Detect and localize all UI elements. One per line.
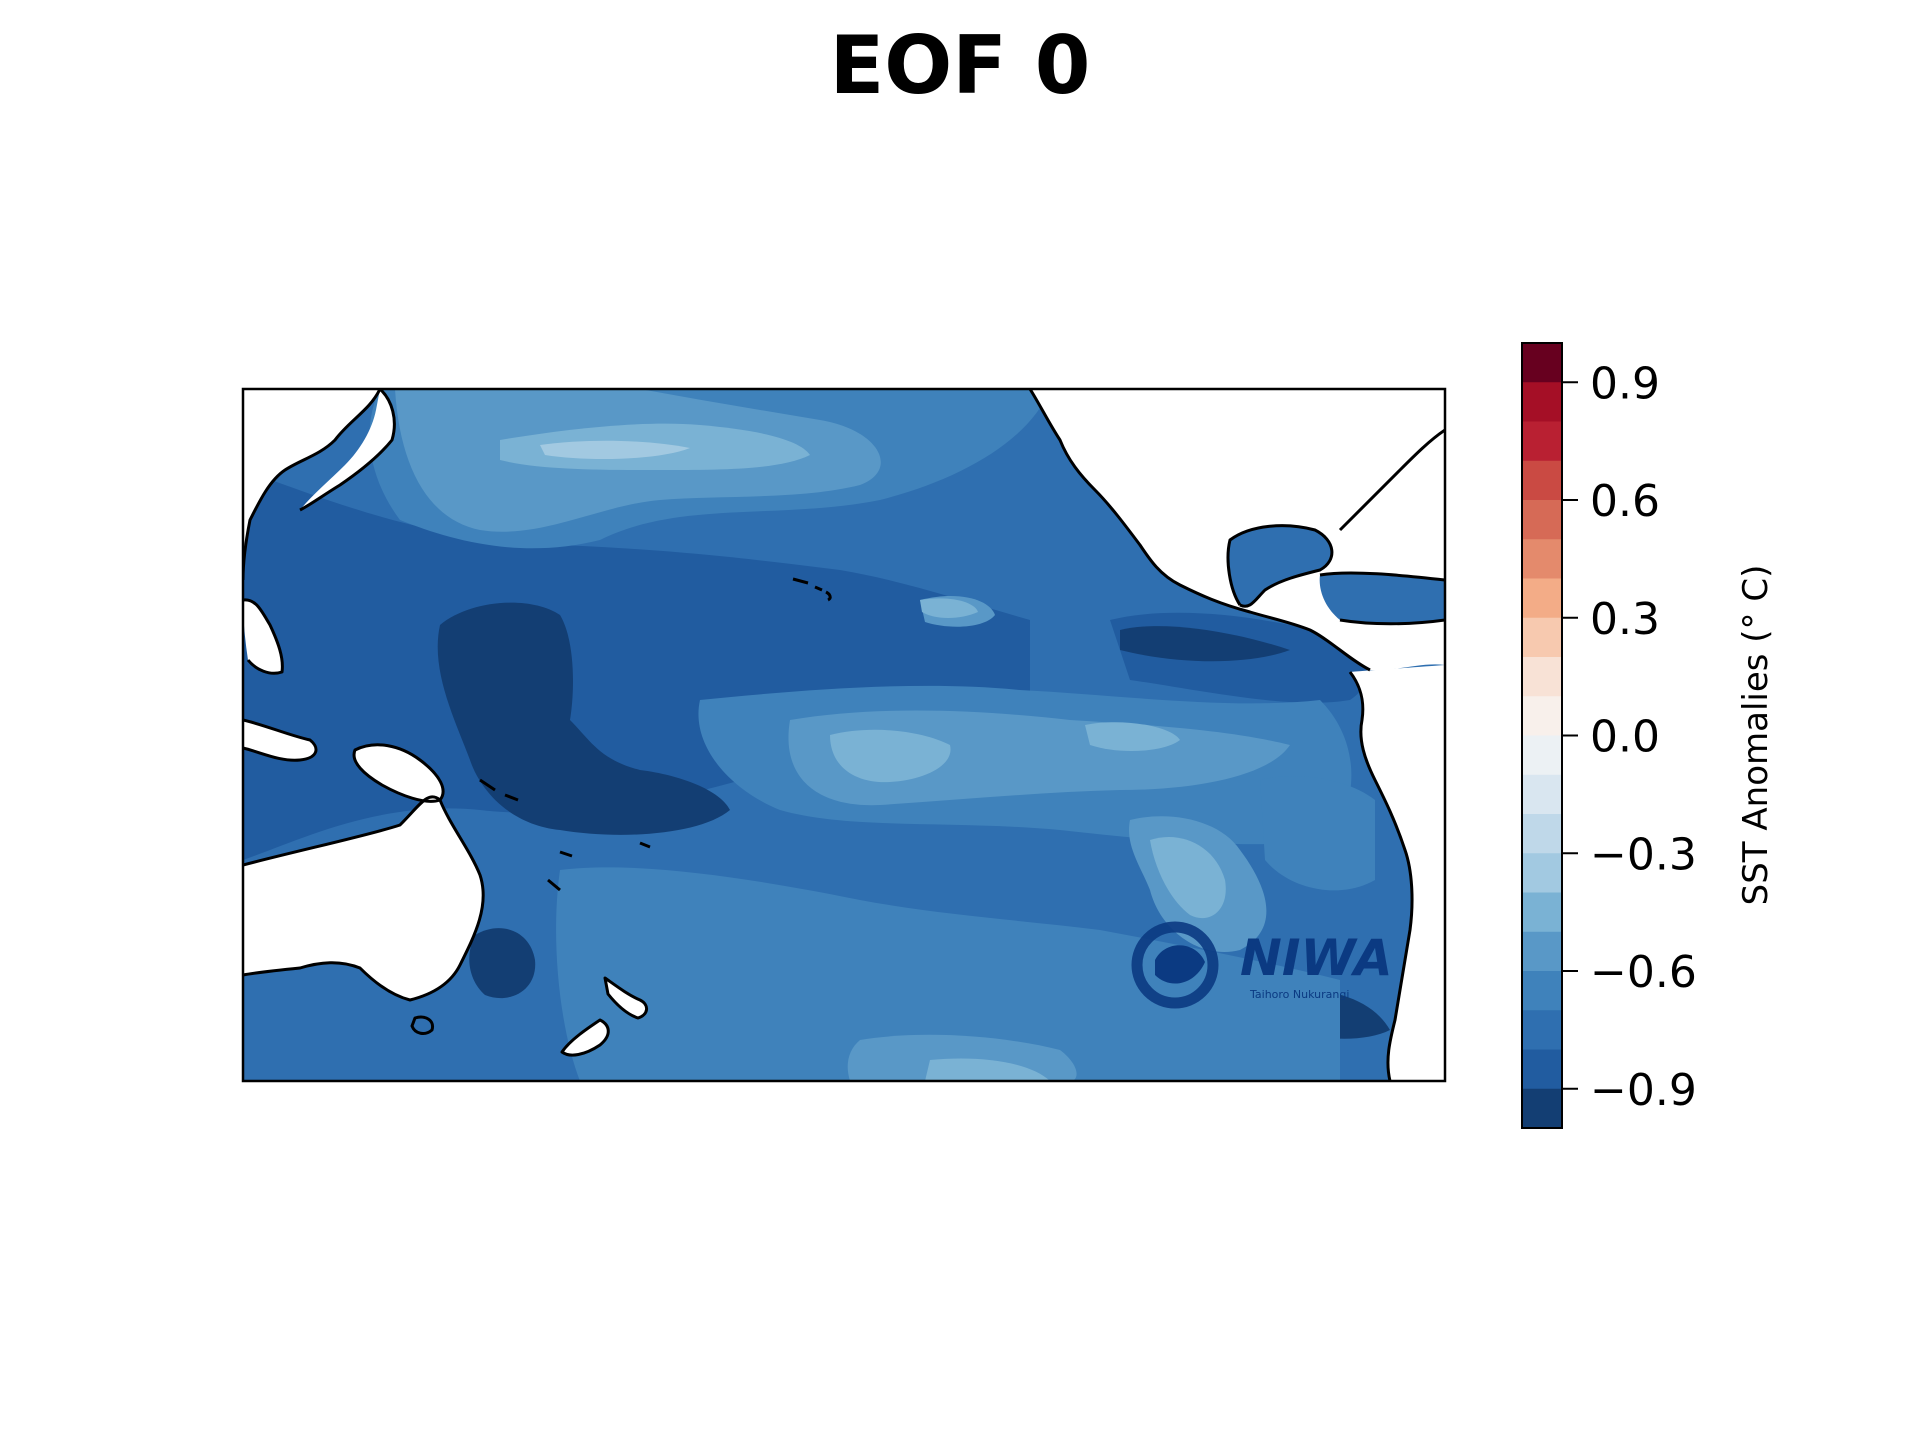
land-masses	[243, 389, 1445, 1081]
sst-anomaly-field	[243, 389, 1390, 1081]
coastline-southeast-asia	[243, 598, 284, 675]
colorbar-level	[1522, 460, 1562, 501]
coastline-gulf-of-mexico	[1226, 524, 1334, 608]
coastline-asia	[243, 389, 382, 581]
map-area	[243, 389, 1445, 1081]
map-frame	[241, 387, 1447, 1083]
colorbar-level	[1522, 1010, 1562, 1051]
land-new-guinea	[354, 744, 444, 802]
colorbar-tick-label: −0.3	[1590, 829, 1697, 880]
anomaly-region-palest-north	[540, 440, 690, 460]
anomaly-region-faint-equator-east	[1085, 722, 1180, 752]
land-asia-northwest	[243, 389, 380, 580]
coastline-indonesia	[243, 718, 318, 762]
coastlines	[243, 389, 1445, 1081]
anomaly-region-faint-south	[925, 1058, 1050, 1081]
colorbar-level	[1522, 814, 1562, 854]
coastline-new-zealand-south	[560, 1018, 610, 1057]
colorbar-level	[1522, 500, 1562, 540]
coastline-australia	[243, 795, 485, 1002]
anomaly-region-faint-north-central	[920, 598, 978, 618]
coastline-south-america	[1348, 671, 1414, 1081]
anomaly-region-darkest-core	[437, 602, 730, 835]
anomaly-region-dark-east	[1120, 626, 1290, 662]
niwa-logo-text: NIWA	[1240, 929, 1393, 987]
colorbar-levels	[1522, 343, 1562, 1129]
colorbar-label: SST Anomalies (° C)	[1736, 565, 1776, 906]
colorbar-tick-label: 0.3	[1590, 594, 1660, 645]
land-indonesia	[243, 720, 316, 761]
colorbar-level	[1522, 774, 1562, 815]
colorbar-tick-label: −0.9	[1590, 1065, 1697, 1116]
coastline-hawaii	[792, 577, 832, 602]
colorbar-level	[1522, 735, 1562, 776]
niwa-swirl-icon	[1131, 921, 1219, 1009]
anomaly-region-moderate-coastal	[1260, 776, 1375, 891]
colorbar-level	[1522, 1088, 1562, 1129]
colorbar-level	[1522, 343, 1562, 383]
anomaly-region-faint-equator-west	[830, 729, 951, 783]
colorbar-level	[1522, 931, 1562, 972]
land-south-america	[1350, 665, 1445, 1081]
coastline-pacific-islands	[479, 778, 651, 892]
caribbean-sea	[1319, 572, 1445, 624]
anomaly-region-deep-west	[243, 470, 1030, 860]
coastline-caribbean	[1319, 571, 1445, 626]
anomaly-region-faint-southeast	[1150, 836, 1226, 919]
colorbar-level	[1522, 853, 1562, 894]
colorbar-level	[1522, 971, 1562, 1011]
colorbar: 0.9 0.6 0.3 0.0 −0.3 −0.6 −0.9 SST Anomalies (…	[1521, 342, 1776, 1129]
colorbar-tick-label: 0.9	[1590, 358, 1660, 409]
land-new-zealand-north	[605, 978, 647, 1018]
coastline-japan	[299, 389, 396, 512]
anomaly-region-moderate-south	[556, 867, 1340, 1081]
anomaly-region-dark-south	[469, 928, 536, 999]
colorbar-tick-label: 0.6	[1590, 476, 1660, 527]
colorbar-ticks: 0.9 0.6 0.3 0.0 −0.3 −0.6 −0.9	[1562, 358, 1697, 1116]
colorbar-level	[1522, 382, 1562, 423]
niwa-logo: NIWA Taihoro Nukurangi	[1131, 921, 1393, 1009]
colorbar-level	[1522, 1049, 1562, 1090]
colorbar-tick-label: −0.6	[1590, 947, 1697, 998]
coastline-east-us	[1338, 428, 1445, 532]
land-australia	[243, 796, 484, 1000]
coastline-tasmania	[410, 1015, 435, 1035]
niwa-logo-tagline: Taihoro Nukurangi	[1249, 988, 1349, 1001]
colorbar-level	[1522, 696, 1562, 737]
coastline-new-zealand-north	[603, 976, 648, 1020]
colorbar-level	[1522, 421, 1562, 462]
colorbar-level	[1522, 578, 1562, 619]
colorbar-tick-label: 0.0	[1590, 712, 1660, 763]
colorbar-level	[1522, 539, 1562, 580]
colorbar-level	[1522, 657, 1562, 697]
gulf-of-mexico	[1228, 525, 1332, 607]
colorbar-level	[1522, 892, 1562, 933]
colorbar-level	[1522, 617, 1562, 658]
land-japan	[300, 389, 395, 510]
land-southeast-asia	[243, 599, 283, 674]
chart-title: EOF 0	[829, 19, 1091, 112]
coastline-north-america	[1028, 389, 1371, 672]
niwa-swirl-core	[1155, 945, 1205, 984]
